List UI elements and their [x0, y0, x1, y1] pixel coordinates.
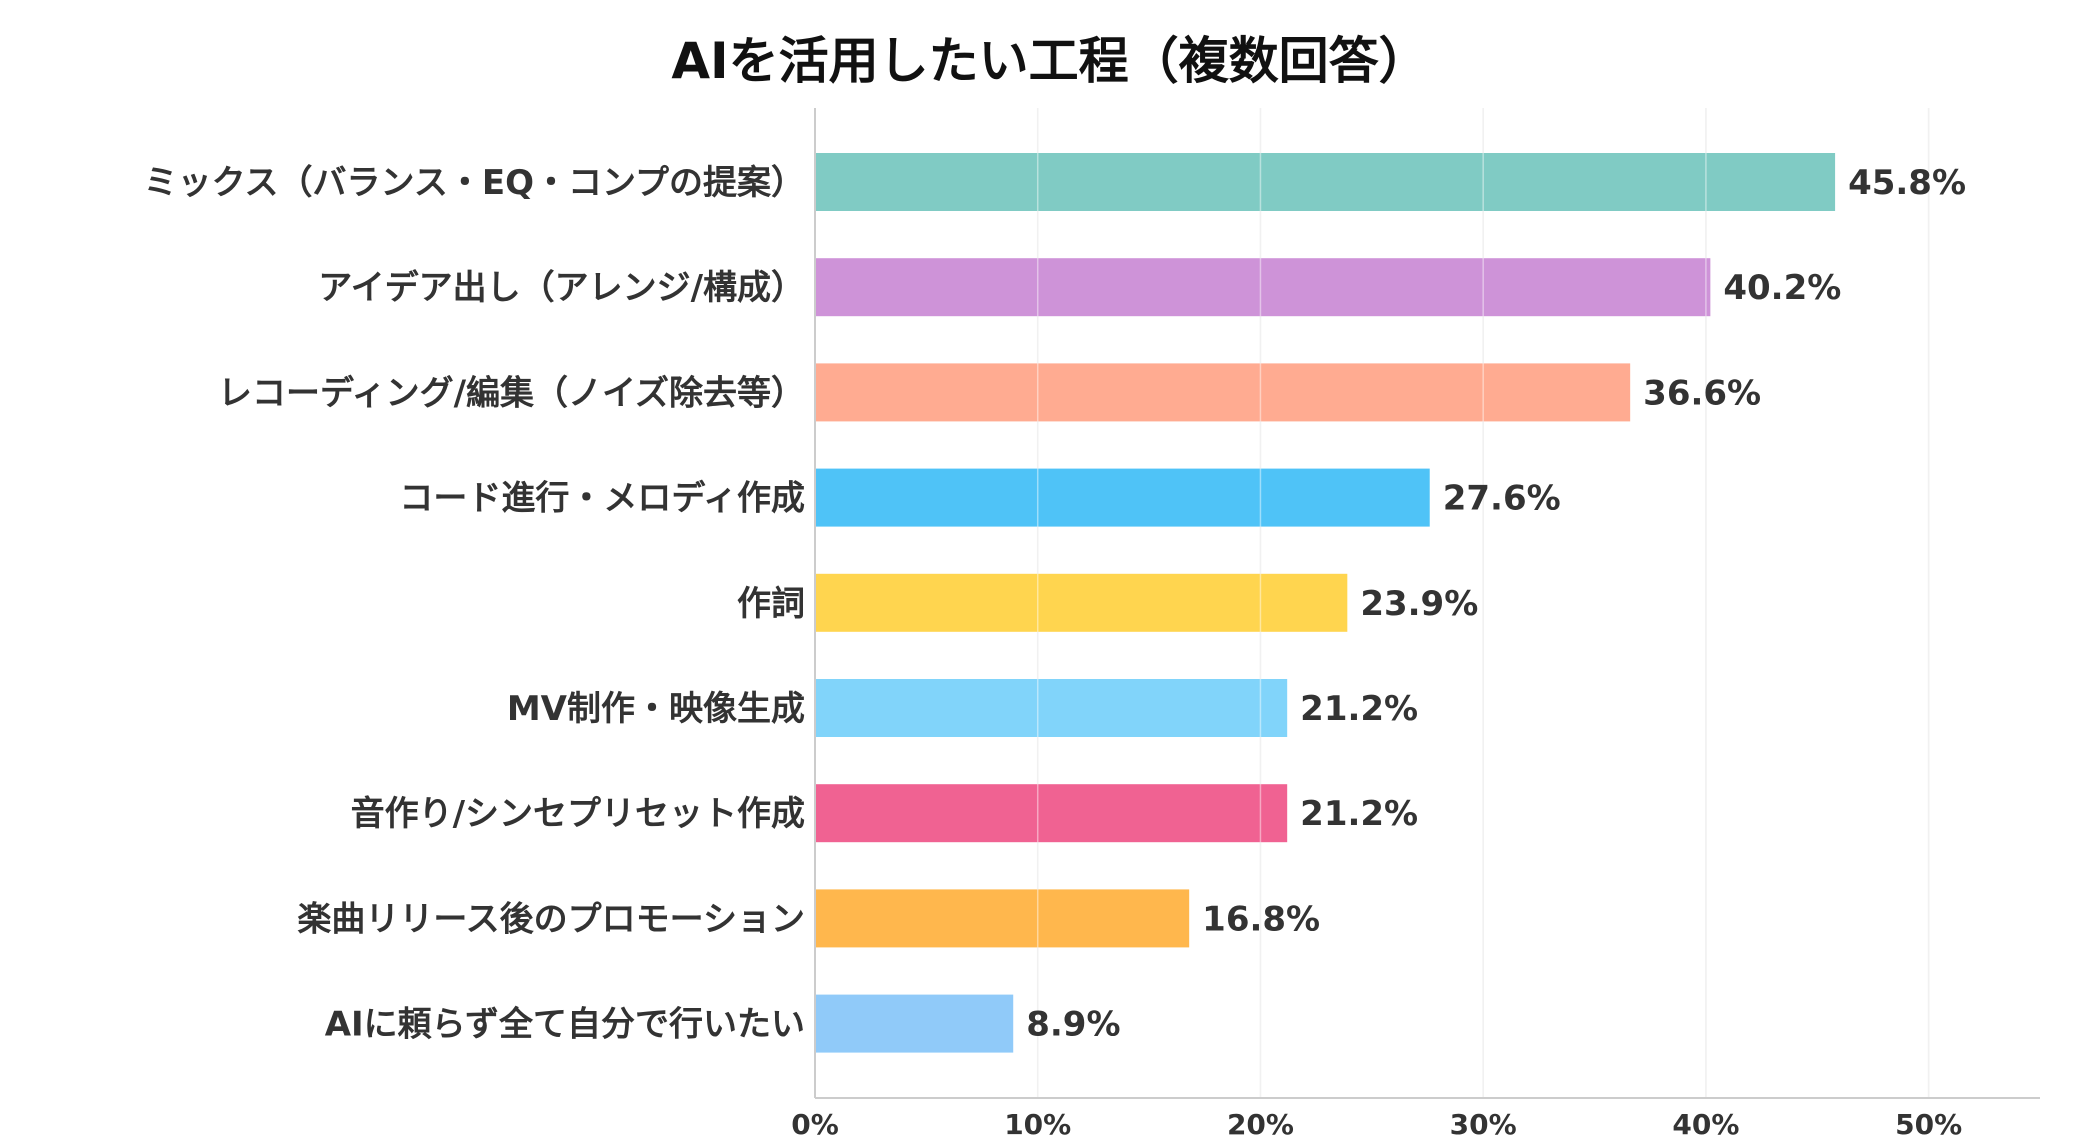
- value-label: 16.8%: [1202, 899, 1320, 939]
- x-tick-label: 20%: [1227, 1108, 1294, 1138]
- value-label: 36.6%: [1643, 373, 1761, 413]
- bar: [815, 363, 1631, 422]
- bars-group: [815, 153, 1836, 1053]
- value-label: 45.8%: [1848, 163, 1966, 203]
- category-label: 音作り/シンセプリセット作成: [351, 794, 805, 834]
- category-label: アイデア出し（アレンジ/構成）: [318, 268, 805, 308]
- gridlines-overlay: [1036, 108, 1930, 1098]
- value-labels-group: 45.8% 40.2% 36.6% 27.6% 23.9% 21.2% 21.2% 16.8%…: [1026, 163, 1966, 1045]
- value-label: 21.2%: [1300, 689, 1418, 729]
- bar: [815, 889, 1190, 948]
- bar: [815, 468, 1430, 527]
- x-tick-label: 40%: [1672, 1108, 1739, 1138]
- category-label: 楽曲リリース後のプロモーション: [297, 899, 805, 939]
- bar: [815, 258, 1711, 317]
- category-label: ミックス（バランス・EQ・コンプの提案）: [144, 163, 805, 203]
- category-labels-group: ミックス（バランス・EQ・コンプの提案） アイデア出し（アレンジ/構成） レコーディ…: [144, 163, 805, 1045]
- value-label: 23.9%: [1360, 584, 1478, 624]
- x-tick-label: 10%: [1004, 1108, 1071, 1138]
- value-label: 21.2%: [1300, 794, 1418, 834]
- x-tick-label: 30%: [1450, 1108, 1517, 1138]
- category-label: コード進行・メロディ作成: [399, 479, 805, 519]
- bar: [815, 784, 1288, 843]
- chart-title: AIを活用したい工程（複数回答）: [671, 32, 1428, 90]
- value-label: 8.9%: [1026, 1005, 1120, 1045]
- x-tick-label: 0%: [791, 1108, 839, 1138]
- category-label: AIに頼らず全て自分で行いたい: [325, 1005, 805, 1045]
- category-label: レコーディング/編集（ノイズ除去等）: [218, 373, 805, 413]
- category-label: 作詞: [737, 584, 805, 624]
- bar: [815, 994, 1014, 1053]
- category-label: MV制作・映像生成: [507, 689, 805, 729]
- bar: [815, 573, 1348, 632]
- x-tick-label: 50%: [1895, 1108, 1962, 1138]
- bar: [815, 679, 1288, 737]
- x-tick-labels-group: 0% 10% 20% 30% 40% 50%: [791, 1108, 1962, 1138]
- bar: [815, 153, 1836, 211]
- value-label: 40.2%: [1723, 268, 1841, 308]
- value-label: 27.6%: [1443, 479, 1561, 519]
